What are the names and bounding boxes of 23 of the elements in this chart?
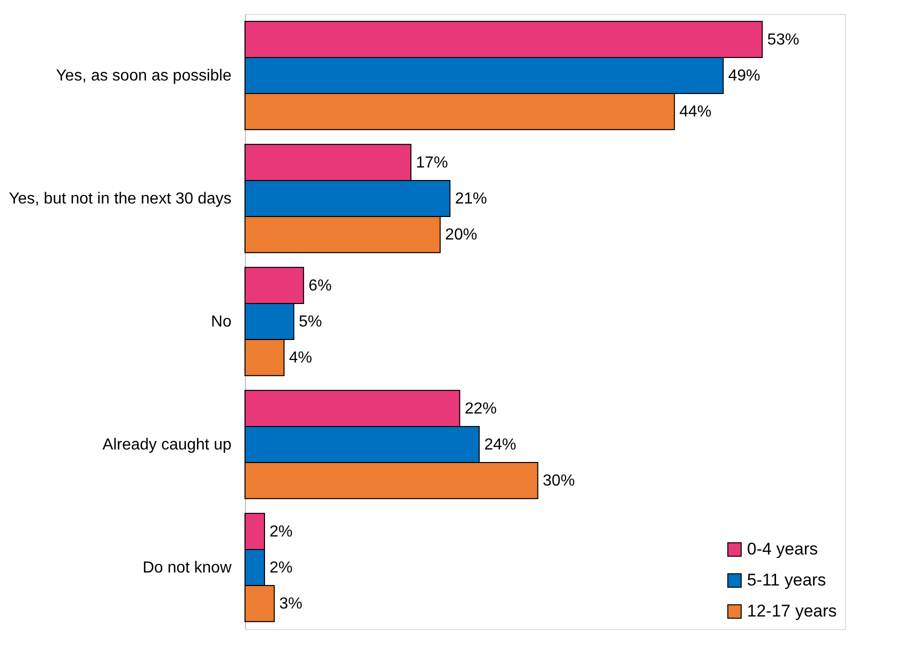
data-label: 49% [728, 68, 760, 84]
data-label: 44% [679, 104, 712, 121]
data-label: 4% [289, 350, 312, 367]
y-tick-label: Do not know [142, 560, 232, 576]
data-label: 3% [279, 596, 302, 613]
data-label: 2% [270, 560, 293, 576]
data-label: 2% [270, 523, 293, 540]
y-tick-label: Already caught up [102, 436, 232, 454]
y-tick-label: Yes, as soon as possible [56, 68, 232, 84]
data-label: 17% [416, 154, 448, 172]
data-label: 6% [308, 277, 332, 294]
legend-label: 12-17 years [747, 602, 837, 620]
legend-label: 0-4 years [747, 540, 818, 558]
data-label: 53% [767, 31, 800, 48]
y-tick-label: No [211, 314, 232, 330]
y-tick-label: Yes, but not in the next 30 days [8, 190, 232, 208]
data-label: 21% [454, 190, 487, 208]
data-label: 24% [484, 436, 516, 454]
data-label: 22% [464, 400, 497, 418]
data-label: 5% [298, 314, 322, 330]
data-label: 20% [445, 226, 478, 244]
legend-label: 5-11 years [747, 570, 826, 590]
data-label: 30% [542, 472, 575, 490]
